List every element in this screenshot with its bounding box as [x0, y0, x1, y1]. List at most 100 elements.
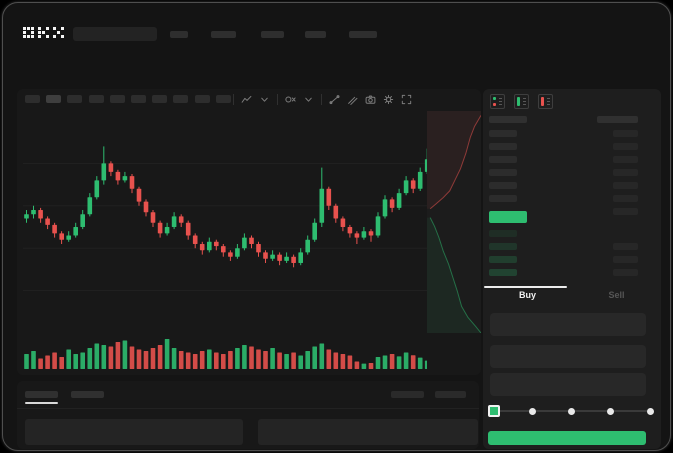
slider-stop-dot[interactable]	[607, 408, 615, 415]
orderbook-row[interactable]	[483, 169, 661, 181]
orderbook-row[interactable]	[483, 130, 661, 142]
amount-placeholder	[613, 208, 638, 215]
timeframe-button-7[interactable]	[152, 95, 168, 103]
timeframe-button-9[interactable]	[194, 95, 210, 103]
amount-placeholder	[613, 169, 638, 176]
line-tool-icon[interactable]	[329, 94, 340, 105]
timeframe-button-2[interactable]	[46, 95, 62, 103]
tab-sell[interactable]: Sell	[608, 290, 625, 300]
nav-menu-item-5[interactable]	[349, 31, 377, 38]
timeframe-button-10[interactable]	[215, 95, 231, 103]
orderbook-row[interactable]	[483, 143, 661, 155]
order-form-field-2[interactable]	[490, 345, 646, 368]
toolbar-divider	[277, 93, 278, 105]
depth-chart-svg	[427, 111, 481, 333]
bid-price-placeholder	[489, 269, 517, 276]
bottom-table-placeholder-2	[258, 419, 478, 445]
logo-glyph-X	[53, 27, 64, 38]
orderbook-panel: Buy Sell	[483, 89, 661, 449]
ask-price-placeholder	[489, 130, 517, 137]
buy-submit-button[interactable]	[488, 431, 646, 445]
top-navbar	[3, 3, 670, 51]
orderbook-row[interactable]	[483, 230, 661, 242]
logo-glyph-K	[38, 27, 49, 38]
amount-placeholder	[613, 182, 638, 189]
orderbook-view-switcher	[490, 94, 553, 109]
orderbook-row[interactable]	[483, 156, 661, 168]
active-tab-indicator	[484, 286, 567, 288]
timeframe-button-8[interactable]	[173, 95, 189, 103]
timeframe-button-4[interactable]	[88, 95, 104, 103]
candlestick-chart[interactable]	[23, 115, 427, 371]
orderbook-header-left	[489, 116, 527, 123]
orderbook-asks-icon[interactable]	[538, 94, 553, 109]
logo-glyph-O	[23, 27, 34, 38]
bid-price-placeholder	[489, 243, 517, 250]
bid-price-placeholder	[489, 256, 517, 263]
ticker-row: Spot Trading	[3, 51, 670, 132]
slider-handle[interactable]	[488, 405, 500, 417]
tab-buy[interactable]: Buy	[518, 290, 536, 300]
settings-icon[interactable]	[383, 94, 394, 105]
timeframe-button-1[interactable]	[25, 95, 40, 103]
amount-placeholder	[613, 195, 638, 202]
orderbook-row[interactable]	[483, 211, 661, 223]
bottom-tab-1[interactable]	[25, 391, 58, 398]
bottom-action-button-1[interactable]	[391, 391, 424, 398]
orderbook-header-right	[597, 116, 638, 123]
bid-price-placeholder	[489, 230, 517, 237]
bottom-panel	[17, 381, 479, 449]
ask-price-placeholder	[489, 143, 517, 150]
navbar-pill-placeholder[interactable]	[73, 27, 157, 41]
nav-menu-item-3[interactable]	[261, 31, 284, 38]
amount-placeholder	[613, 256, 638, 263]
nav-menu-item-1[interactable]	[170, 31, 188, 38]
orderbook-bids-icon[interactable]	[514, 94, 529, 109]
bottom-tab-underline	[25, 402, 58, 404]
orderbook-row[interactable]	[483, 256, 661, 268]
ask-price-placeholder	[489, 169, 517, 176]
bottom-tab-2[interactable]	[71, 391, 104, 398]
chevron-down-icon[interactable]	[303, 94, 314, 105]
ask-price-placeholder	[489, 195, 517, 202]
ask-price-placeholder	[489, 156, 517, 163]
draw-tool-icon[interactable]	[347, 94, 358, 105]
candle-style-icon[interactable]	[241, 94, 252, 105]
amount-placeholder	[613, 143, 638, 150]
chart-toolbar-icons	[233, 92, 412, 106]
orderbook-row[interactable]	[483, 195, 661, 207]
toolbar-divider	[233, 93, 234, 105]
bottom-table-placeholder-1	[25, 419, 243, 445]
timeframe-button-5[interactable]	[109, 95, 125, 103]
order-form-field-1[interactable]	[490, 313, 646, 336]
amount-placeholder	[613, 156, 638, 163]
orderbook-combined-icon[interactable]	[490, 94, 505, 109]
orderbook-row[interactable]	[483, 269, 661, 281]
indicators-icon[interactable]	[285, 94, 296, 105]
slider-stop-dot[interactable]	[646, 408, 654, 415]
timeframe-button-6[interactable]	[131, 95, 146, 103]
nav-menu-item-4[interactable]	[305, 31, 326, 38]
amount-placeholder	[613, 269, 638, 276]
orderbook-row[interactable]	[483, 243, 661, 255]
ask-price-placeholder	[489, 182, 517, 189]
slider-stop-dot[interactable]	[568, 408, 575, 415]
depth-chart	[427, 111, 481, 333]
bottom-action-button-2[interactable]	[435, 391, 466, 398]
amount-placeholder	[613, 243, 638, 250]
fullscreen-icon[interactable]	[401, 94, 412, 105]
okx-logo[interactable]	[23, 27, 64, 38]
timeframe-button-3[interactable]	[67, 95, 83, 103]
chart-panel	[17, 89, 481, 375]
orderbook-row[interactable]	[483, 208, 661, 220]
camera-icon[interactable]	[365, 94, 376, 105]
slider-stop-dot[interactable]	[528, 408, 536, 415]
chevron-down-icon[interactable]	[259, 94, 270, 105]
toolbar-divider	[321, 93, 322, 105]
nav-menu-item-2[interactable]	[211, 31, 236, 38]
amount-placeholder	[613, 130, 638, 137]
last-price-highlight[interactable]	[489, 211, 527, 223]
order-form-field-3[interactable]	[490, 373, 646, 396]
orderbook-row[interactable]	[483, 182, 661, 194]
